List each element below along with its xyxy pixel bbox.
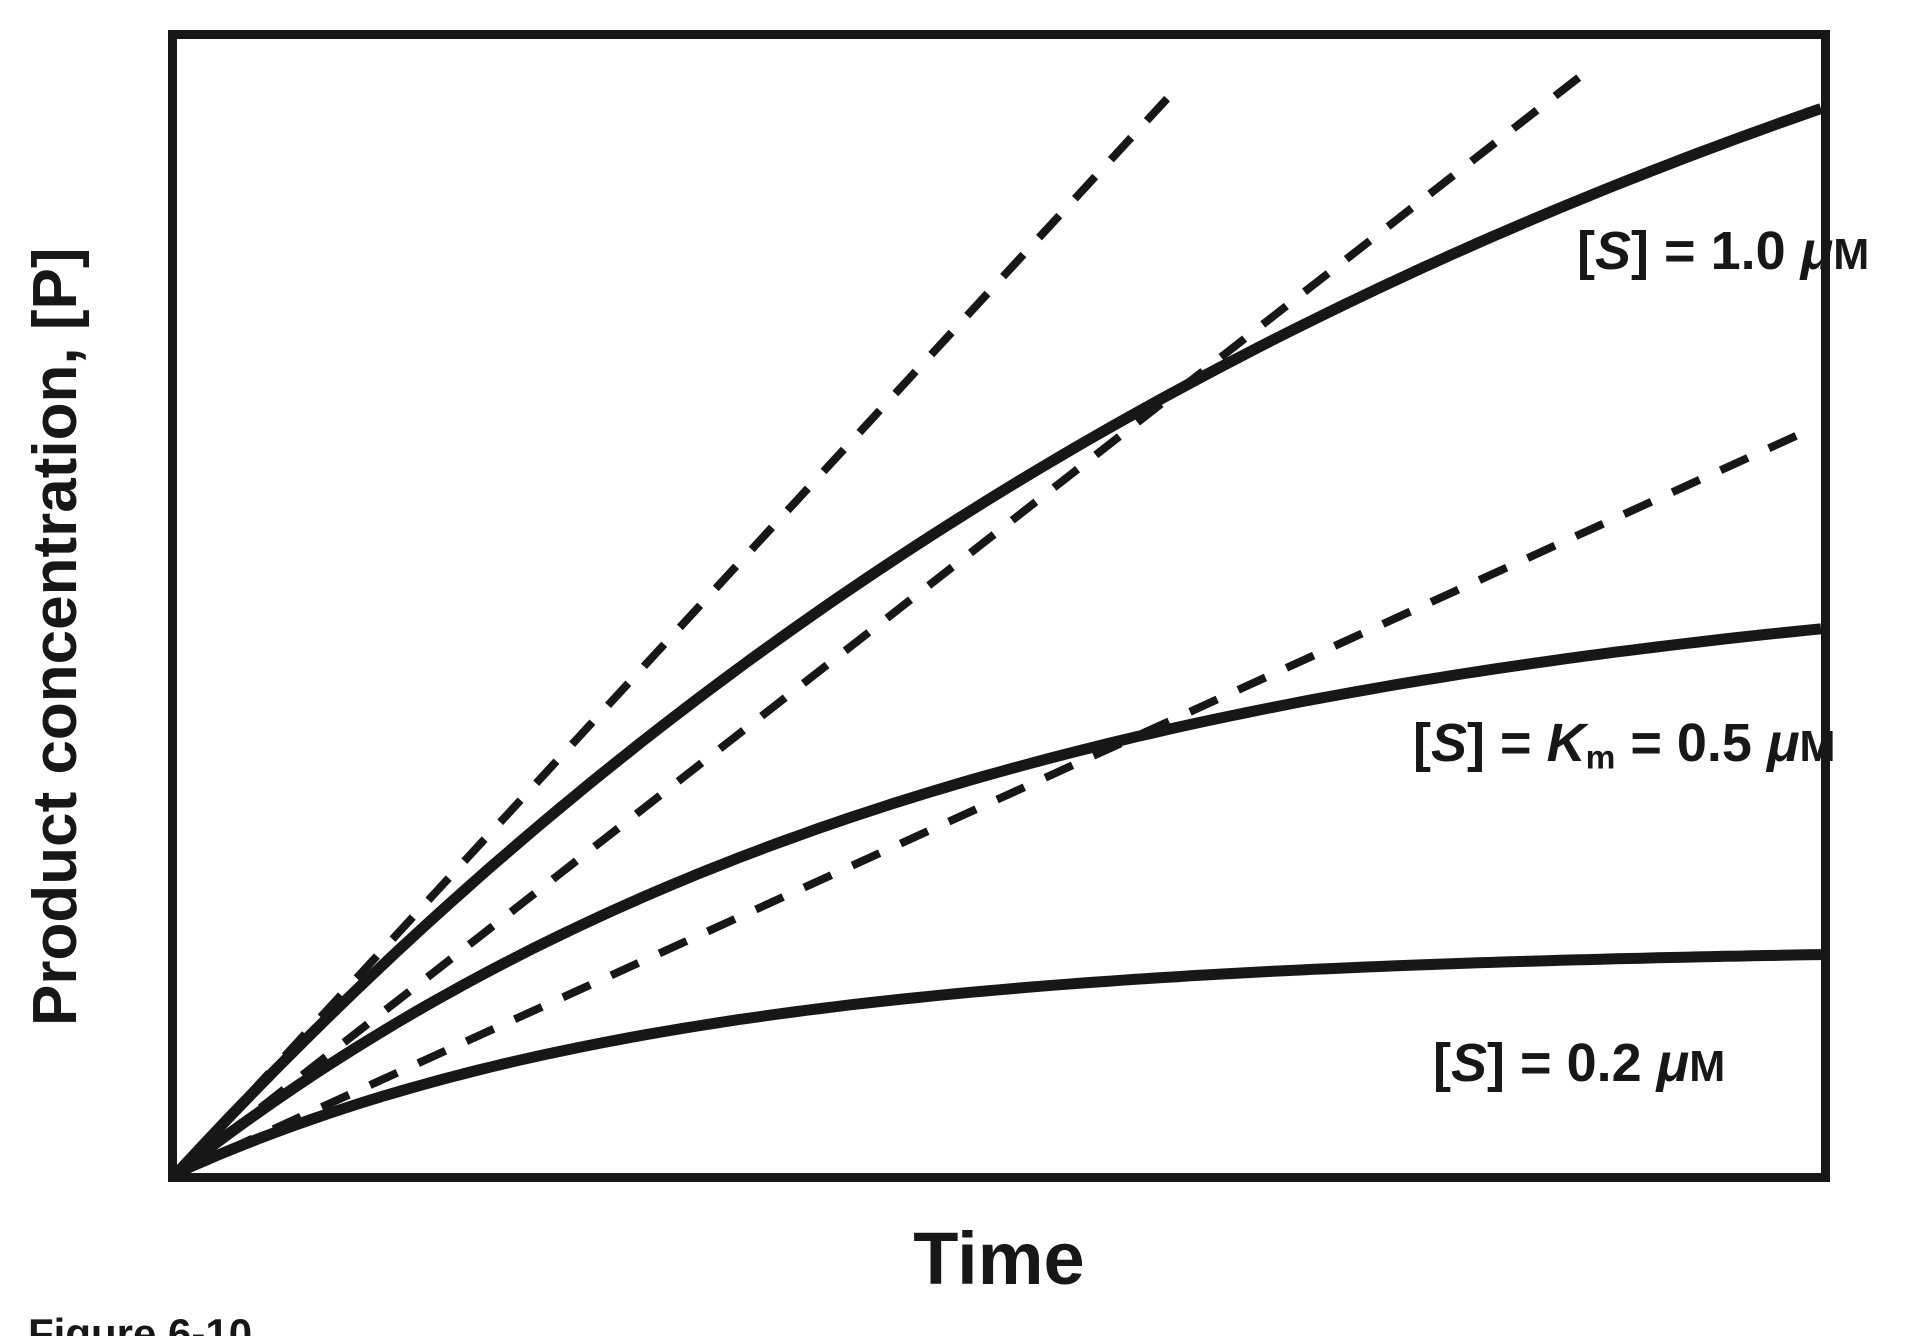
y-axis-label-text: Product concentration, [P] [21,247,90,1026]
progress-curve-1 [177,623,1821,1173]
initial-velocity-tangent-0 [177,80,1185,1173]
progress-curve-2 [177,949,1821,1173]
substrate-symbol: S [1595,221,1632,281]
km-symbol: K [1546,713,1586,773]
initial-velocity-tangent-1 [177,71,1586,1173]
initial-velocity-tangent-2 [177,429,1803,1173]
micro-symbol: μ [1656,1033,1690,1093]
figure-caption: Figure 6-10 [28,1310,253,1336]
kinetics-plot-canvas [177,71,1821,1173]
micro-symbol: μ [1766,713,1800,773]
bracket-open: [ [1577,221,1596,281]
label-equals-value: ] = 0.2 [1487,1033,1657,1093]
label-equals-value: = 0.5 [1615,713,1767,773]
curve-label-1.0uM: [S] = 1.0 μM [1487,170,1869,332]
bracket-open: [ [1433,1033,1452,1093]
bracket-open: [ [1413,713,1432,773]
molar-symbol: M [1799,723,1836,771]
molar-symbol: M [1689,1043,1726,1091]
molar-symbol: M [1833,231,1870,279]
label-equals: ] = [1467,713,1547,773]
plot-area: [S] = 1.0 μM [S] = Km = 0.5 μM [S] = 0.2… [168,30,1869,1182]
curve-label-0.2uM: [S] = 0.2 μM [1343,982,1725,1144]
substrate-symbol: S [1451,1033,1488,1093]
micro-symbol: μ [1800,221,1834,281]
substrate-symbol: S [1431,713,1468,773]
curve-label-0.5uM-Km: [S] = Km = 0.5 μM [1323,662,1836,829]
progress-curve-0 [177,103,1821,1173]
x-axis-label: Time [913,1217,1085,1300]
label-equals-value: ] = 1.0 [1631,221,1801,281]
km-subscript: m [1585,739,1616,777]
